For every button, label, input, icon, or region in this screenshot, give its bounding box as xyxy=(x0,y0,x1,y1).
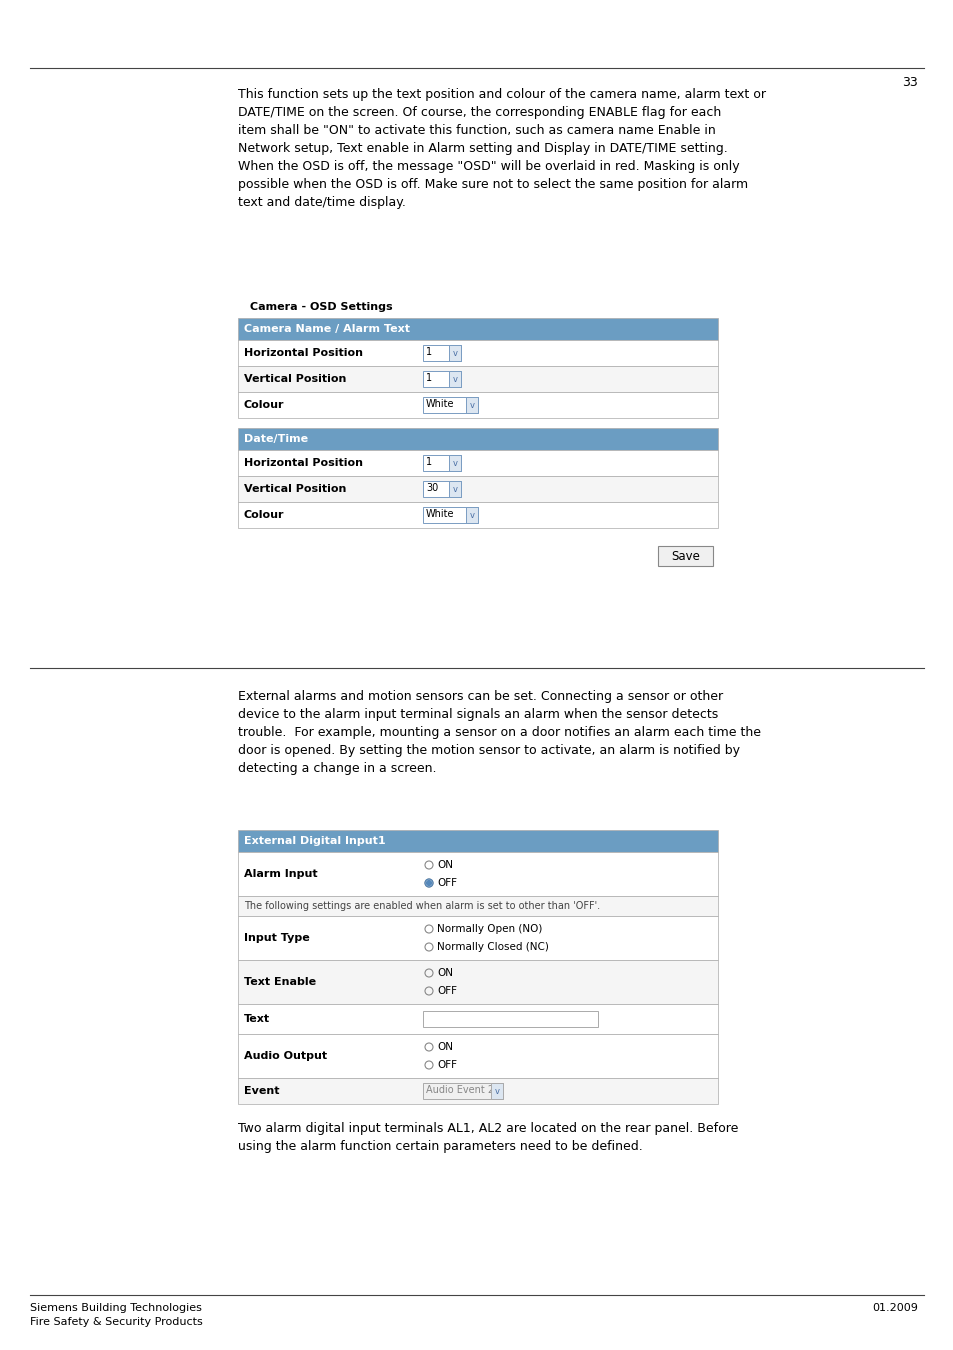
Text: External alarms and motion sensors can be set. Connecting a sensor or other: External alarms and motion sensors can b… xyxy=(237,690,722,703)
Text: DATE/TIME on the screen. Of course, the corresponding ENABLE flag for each: DATE/TIME on the screen. Of course, the … xyxy=(237,107,720,119)
Text: The following settings are enabled when alarm is set to other than 'OFF'.: The following settings are enabled when … xyxy=(244,900,599,911)
Bar xyxy=(237,852,718,896)
Text: using the alarm function certain parameters need to be defined.: using the alarm function certain paramet… xyxy=(237,1139,642,1153)
Text: Camera Name / Alarm Text: Camera Name / Alarm Text xyxy=(244,324,410,333)
Text: Network setup, Text enable in Alarm setting and Display in DATE/TIME setting.: Network setup, Text enable in Alarm sett… xyxy=(237,142,727,155)
Text: device to the alarm input terminal signals an alarm when the sensor detects: device to the alarm input terminal signa… xyxy=(237,707,718,721)
Bar xyxy=(237,1004,718,1034)
Text: ON: ON xyxy=(436,860,453,869)
Bar xyxy=(422,1083,502,1099)
Text: Audio Event 2: Audio Event 2 xyxy=(426,1085,494,1095)
Text: OFF: OFF xyxy=(436,878,456,888)
Text: v: v xyxy=(469,401,474,409)
Text: This function sets up the text position and colour of the camera name, alarm tex: This function sets up the text position … xyxy=(237,88,765,101)
Bar xyxy=(422,397,477,413)
Text: Save: Save xyxy=(670,549,700,563)
Text: 33: 33 xyxy=(902,76,917,89)
Text: Camera - OSD Settings: Camera - OSD Settings xyxy=(250,302,393,312)
Text: ON: ON xyxy=(436,968,453,977)
Text: OFF: OFF xyxy=(436,1060,456,1071)
Text: detecting a change in a screen.: detecting a change in a screen. xyxy=(237,761,436,775)
Bar xyxy=(465,397,477,413)
Text: 01.2009: 01.2009 xyxy=(871,1303,917,1314)
Text: Audio Output: Audio Output xyxy=(244,1052,327,1061)
Bar xyxy=(237,366,718,392)
Text: Two alarm digital input terminals AL1, AL2 are located on the rear panel. Before: Two alarm digital input terminals AL1, A… xyxy=(237,1122,738,1135)
Text: v: v xyxy=(452,485,457,494)
Text: 1: 1 xyxy=(426,347,432,356)
Text: Input Type: Input Type xyxy=(244,933,310,944)
Bar xyxy=(465,508,477,522)
Bar xyxy=(237,477,718,502)
Text: v: v xyxy=(452,374,457,383)
Bar xyxy=(237,319,718,340)
Bar xyxy=(237,896,718,917)
Bar xyxy=(237,428,718,450)
Text: Normally Open (NO): Normally Open (NO) xyxy=(436,923,542,934)
Bar xyxy=(237,917,718,960)
Text: Fire Safety & Security Products: Fire Safety & Security Products xyxy=(30,1318,203,1327)
Text: White: White xyxy=(426,400,454,409)
Text: trouble.  For example, mounting a sensor on a door notifies an alarm each time t: trouble. For example, mounting a sensor … xyxy=(237,726,760,738)
Text: Text: Text xyxy=(244,1014,270,1025)
Bar xyxy=(237,830,718,852)
Text: 1: 1 xyxy=(426,373,432,383)
Bar xyxy=(237,450,718,477)
Text: OFF: OFF xyxy=(436,986,456,996)
Bar xyxy=(449,455,460,471)
Text: v: v xyxy=(494,1087,499,1095)
Text: White: White xyxy=(426,509,454,518)
Bar xyxy=(237,1079,718,1104)
Text: ON: ON xyxy=(436,1042,453,1052)
Bar xyxy=(449,346,460,360)
Text: Colour: Colour xyxy=(244,510,284,520)
Text: text and date/time display.: text and date/time display. xyxy=(237,196,405,209)
Text: v: v xyxy=(452,459,457,467)
Bar xyxy=(422,346,460,360)
Bar xyxy=(658,545,712,566)
Text: v: v xyxy=(469,510,474,520)
Text: 1: 1 xyxy=(426,458,432,467)
Bar xyxy=(491,1083,502,1099)
Bar xyxy=(449,371,460,387)
Text: Event: Event xyxy=(244,1085,279,1096)
Text: Colour: Colour xyxy=(244,400,284,410)
Text: door is opened. By setting the motion sensor to activate, an alarm is notified b: door is opened. By setting the motion se… xyxy=(237,744,740,757)
Bar xyxy=(422,481,460,497)
Bar xyxy=(237,960,718,1004)
Bar xyxy=(237,340,718,366)
Bar xyxy=(422,371,460,387)
Bar xyxy=(422,508,477,522)
Text: Siemens Building Technologies: Siemens Building Technologies xyxy=(30,1303,202,1314)
Bar xyxy=(422,455,460,471)
Text: item shall be "ON" to activate this function, such as camera name Enable in: item shall be "ON" to activate this func… xyxy=(237,124,715,136)
Bar xyxy=(422,1011,598,1027)
Text: possible when the OSD is off. Make sure not to select the same position for alar: possible when the OSD is off. Make sure … xyxy=(237,178,747,190)
Circle shape xyxy=(426,880,431,886)
Text: Vertical Position: Vertical Position xyxy=(244,374,346,383)
Text: v: v xyxy=(452,348,457,358)
Text: Date/Time: Date/Time xyxy=(244,433,308,444)
Text: Horizontal Position: Horizontal Position xyxy=(244,458,363,468)
Bar xyxy=(237,1034,718,1079)
Text: When the OSD is off, the message "OSD" will be overlaid in red. Masking is only: When the OSD is off, the message "OSD" w… xyxy=(237,161,739,173)
Text: Horizontal Position: Horizontal Position xyxy=(244,348,363,358)
Text: Text Enable: Text Enable xyxy=(244,977,315,987)
Bar xyxy=(449,481,460,497)
Text: Vertical Position: Vertical Position xyxy=(244,485,346,494)
Text: Alarm Input: Alarm Input xyxy=(244,869,317,879)
Text: Normally Closed (NC): Normally Closed (NC) xyxy=(436,942,548,952)
Bar xyxy=(237,392,718,418)
Bar xyxy=(237,502,718,528)
Text: External Digital Input1: External Digital Input1 xyxy=(244,836,385,846)
Text: 30: 30 xyxy=(426,483,437,493)
